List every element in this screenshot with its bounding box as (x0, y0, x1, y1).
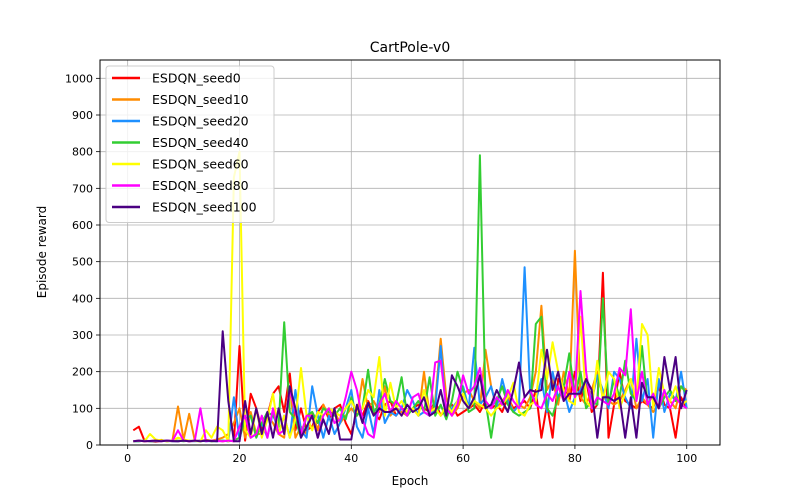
y-tick-label: 700 (72, 182, 93, 195)
y-tick-label: 500 (72, 256, 93, 269)
x-tick-label: 60 (456, 452, 470, 465)
grid (100, 60, 720, 446)
x-tick-label: 40 (344, 452, 358, 465)
x-tick-label: 100 (676, 452, 697, 465)
plot-frame (99, 59, 721, 446)
legend-box (105, 65, 275, 223)
series-line-esdqn-seed80 (133, 290, 688, 443)
x-tick-label: 80 (568, 452, 582, 465)
legend-label: ESDQN_seed60 (152, 157, 249, 172)
y-tick-label: 200 (72, 366, 93, 379)
y-tick-label: 400 (72, 292, 93, 305)
y-tick-label: 1000 (65, 72, 93, 85)
legend-label: ESDQN_seed100 (152, 200, 257, 215)
legend-label: ESDQN_seed20 (152, 114, 249, 129)
plot-lines (132, 150, 688, 443)
y-axis-ticks: 0 100 200 300 400 500 600 700 800 900 1000 (65, 72, 100, 452)
x-axis-ticks: 0 20 40 60 80 100 (124, 445, 697, 465)
series-line-esdqn-seed60 (133, 150, 688, 443)
legend-label: ESDQN_seed0 (152, 71, 241, 86)
series-line-esdqn-seed100 (133, 330, 688, 443)
legend-label: ESDQN_seed10 (152, 92, 249, 107)
y-axis-label: Episode reward (35, 206, 49, 299)
legend-label: ESDQN_seed40 (152, 135, 249, 150)
x-axis-label: Epoch (392, 474, 429, 488)
x-tick-label: 20 (232, 452, 246, 465)
legend: ESDQN_seed0 ESDQN_seed10 ESDQN_seed20 ESDQN… (105, 65, 275, 223)
y-tick-label: 800 (72, 146, 93, 159)
y-tick-label: 300 (72, 329, 93, 342)
chart-title: CartPole-v0 (370, 40, 450, 56)
x-tick-label: 0 (124, 452, 131, 465)
y-tick-label: 100 (72, 402, 93, 415)
y-tick-label: 600 (72, 219, 93, 232)
y-tick-label: 900 (72, 109, 93, 122)
legend-label: ESDQN_seed80 (152, 178, 249, 193)
y-tick-label: 0 (86, 439, 93, 452)
